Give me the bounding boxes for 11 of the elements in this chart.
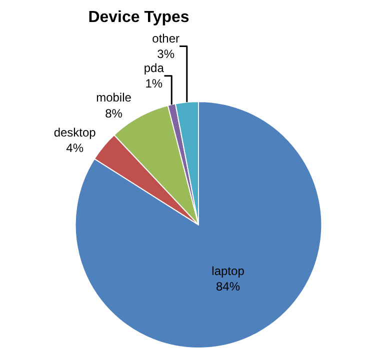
chart-title: Device Types xyxy=(88,8,190,26)
data-label: 84% xyxy=(216,280,240,294)
data-label: 4% xyxy=(66,141,84,156)
slice-label: laptop xyxy=(212,264,245,278)
slice-label: desktop xyxy=(54,125,96,140)
data-label: 8% xyxy=(105,106,123,120)
data-label: 3% xyxy=(157,47,175,62)
slice-label: pda xyxy=(144,61,164,76)
slice-label: mobile xyxy=(96,90,132,105)
data-label: 1% xyxy=(145,76,163,91)
slice-label: other xyxy=(152,31,180,46)
